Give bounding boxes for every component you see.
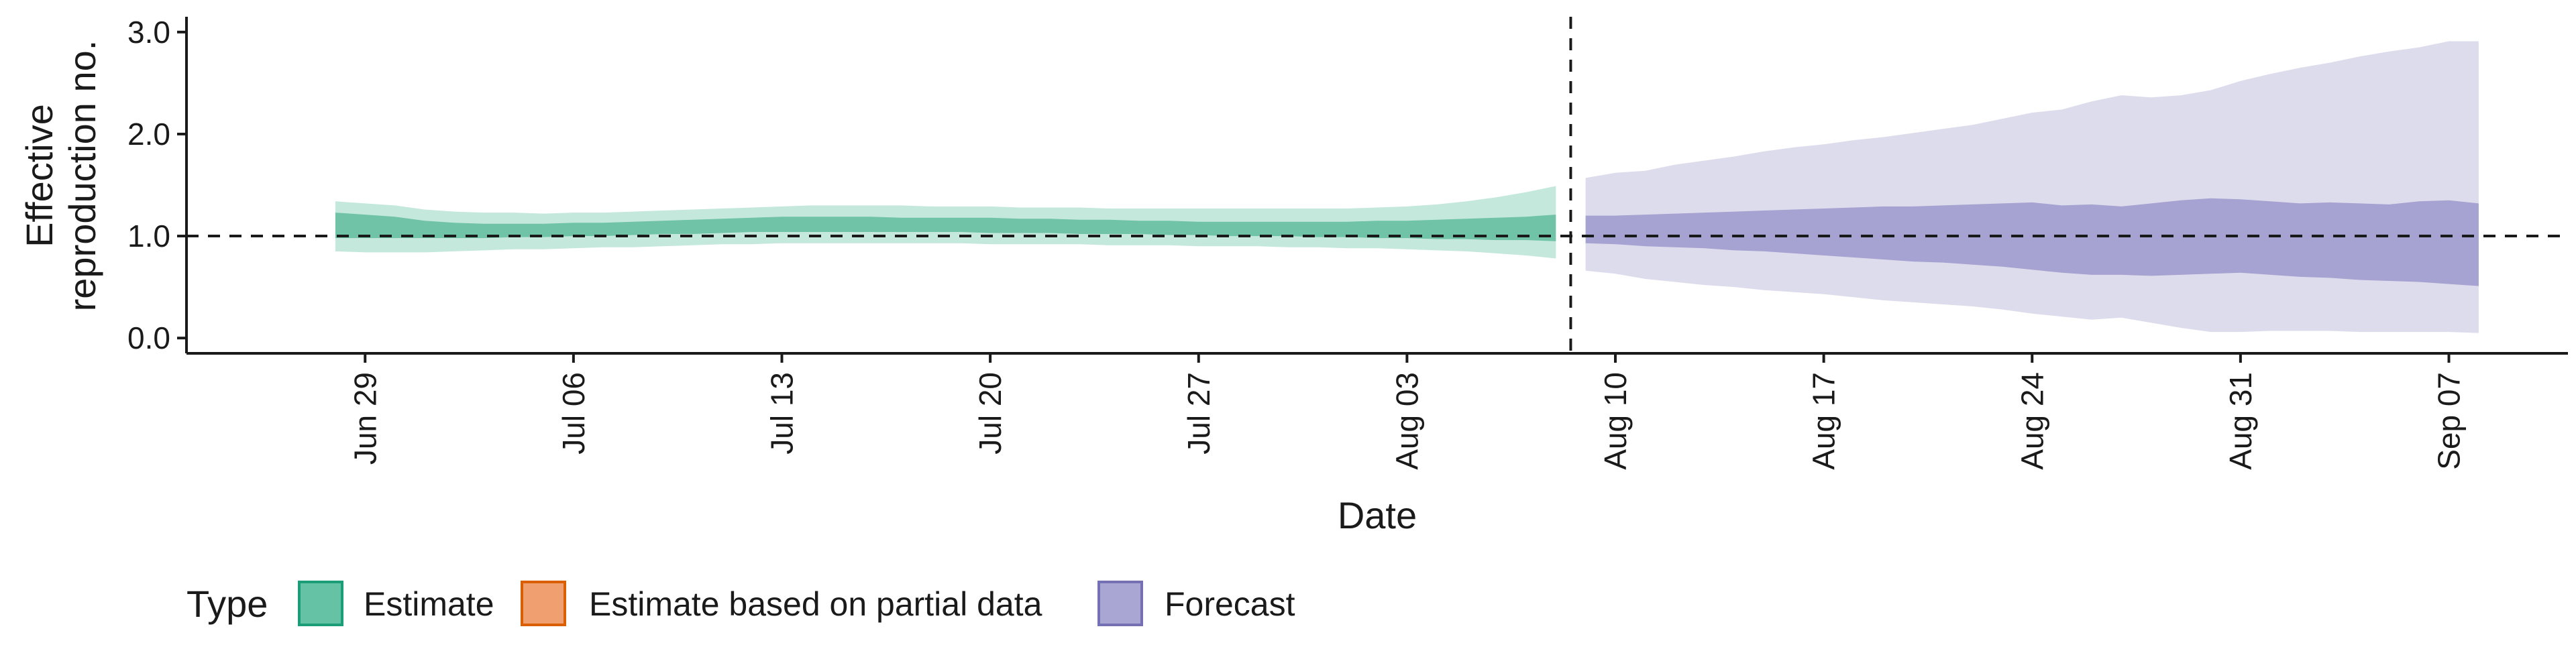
x-tick-label: Jul 06 (556, 372, 591, 455)
x-tick-label: Jun 29 (347, 372, 382, 465)
x-tick-label: Jul 13 (765, 372, 800, 455)
x-tick-label: Jul 27 (1181, 372, 1216, 455)
legend-label-partial: Estimate based on partial data (589, 585, 1042, 623)
legend-title: Type (186, 583, 268, 625)
y-tick-label: 3.0 (127, 15, 170, 50)
legend-label-estimate: Estimate (364, 585, 494, 623)
x-tick-label: Aug 31 (2223, 372, 2258, 470)
reference-lines-layer (186, 17, 2568, 353)
y-axis-title: Effective reproduction no. (18, 40, 103, 312)
y-tick-label: 2.0 (127, 117, 170, 152)
x-tick-label: Aug 03 (1389, 372, 1424, 470)
legend: Type Estimate Estimate based on partial … (186, 581, 1295, 626)
axes-layer (185, 17, 2568, 355)
legend-swatch-partial (521, 581, 566, 626)
estimate-band-50 (335, 213, 1556, 241)
x-tick-label: Jul 20 (973, 372, 1008, 455)
x-axis-title: Date (1338, 494, 1417, 536)
x-tick-label: Aug 10 (1598, 372, 1633, 470)
legend-swatch-estimate (298, 581, 343, 626)
legend-label-forecast: Forecast (1165, 585, 1295, 623)
x-tick-label: Aug 24 (2015, 372, 2049, 470)
y-tick-label: 1.0 (127, 219, 170, 253)
ticks-layer: 0.0 1.0 2.0 3.0 Jun 29 Jul 06 Jul 13 Jul 20 Jul … (127, 15, 2466, 470)
forecast-band-90 (1585, 41, 2479, 333)
y-axis-title-line-2: reproduction no. (61, 40, 103, 312)
bands-layer (335, 41, 2479, 333)
forecast-band-50 (1585, 198, 2479, 286)
x-tick-label: Aug 17 (1807, 372, 1841, 470)
x-tick-label: Sep 07 (2432, 372, 2467, 470)
y-axis-title-line-1: Effective (18, 104, 60, 247)
legend-swatch-forecast (1097, 581, 1143, 626)
y-tick-label: 0.0 (127, 320, 170, 355)
